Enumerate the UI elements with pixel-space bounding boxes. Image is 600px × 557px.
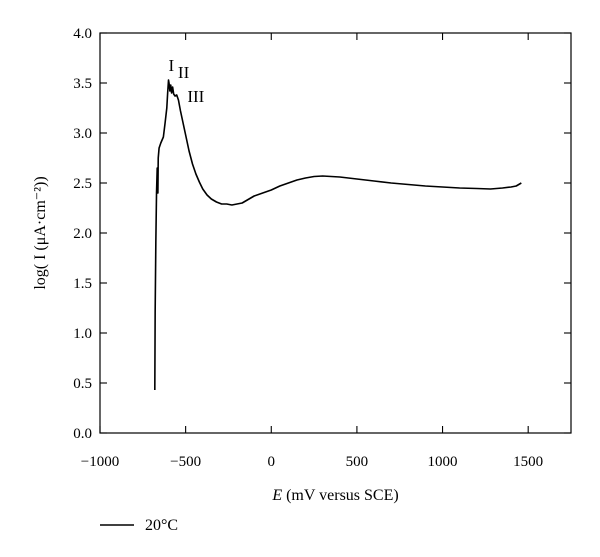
peak-annotation: III bbox=[187, 87, 204, 106]
y-tick-label: 2.5 bbox=[73, 176, 92, 192]
x-tick-label: 0 bbox=[268, 454, 276, 470]
x-axis-title: E (mV versus SCE) bbox=[271, 487, 398, 504]
legend: 20°C bbox=[100, 517, 178, 534]
y-tick-label: 3.5 bbox=[73, 76, 92, 92]
y-tick-label: 3.0 bbox=[73, 126, 92, 142]
y-tick-label: 1.0 bbox=[73, 326, 92, 342]
x-tick-label: 500 bbox=[346, 454, 369, 470]
x-axis: −1000 −500 0 500 1000 1500 bbox=[81, 33, 543, 470]
series-layer bbox=[154, 79, 522, 391]
plot-frame bbox=[99, 32, 572, 434]
x-tick-label: 1000 bbox=[428, 454, 458, 470]
x-tick-label: −500 bbox=[170, 454, 201, 470]
y-axis: 0.0 0.5 1.0 1.5 2.0 2.5 3.0 3.5 4.0 bbox=[73, 26, 571, 442]
y-tick-label: 0.5 bbox=[73, 376, 92, 392]
y-tick-label: 4.0 bbox=[73, 26, 92, 42]
series-line-20c bbox=[154, 79, 522, 391]
x-tick-label: 1500 bbox=[513, 454, 543, 470]
y-tick-label: 1.5 bbox=[73, 276, 92, 292]
x-tick-label: −1000 bbox=[81, 454, 119, 470]
peak-annotation: I bbox=[169, 56, 175, 75]
peak-annotation: II bbox=[178, 63, 190, 82]
legend-label: 20°C bbox=[145, 517, 178, 534]
y-tick-label: 2.0 bbox=[73, 226, 92, 242]
y-tick-label: 0.0 bbox=[73, 426, 92, 442]
y-axis-title: log( I (μA·cm⁻²)) bbox=[32, 176, 49, 289]
